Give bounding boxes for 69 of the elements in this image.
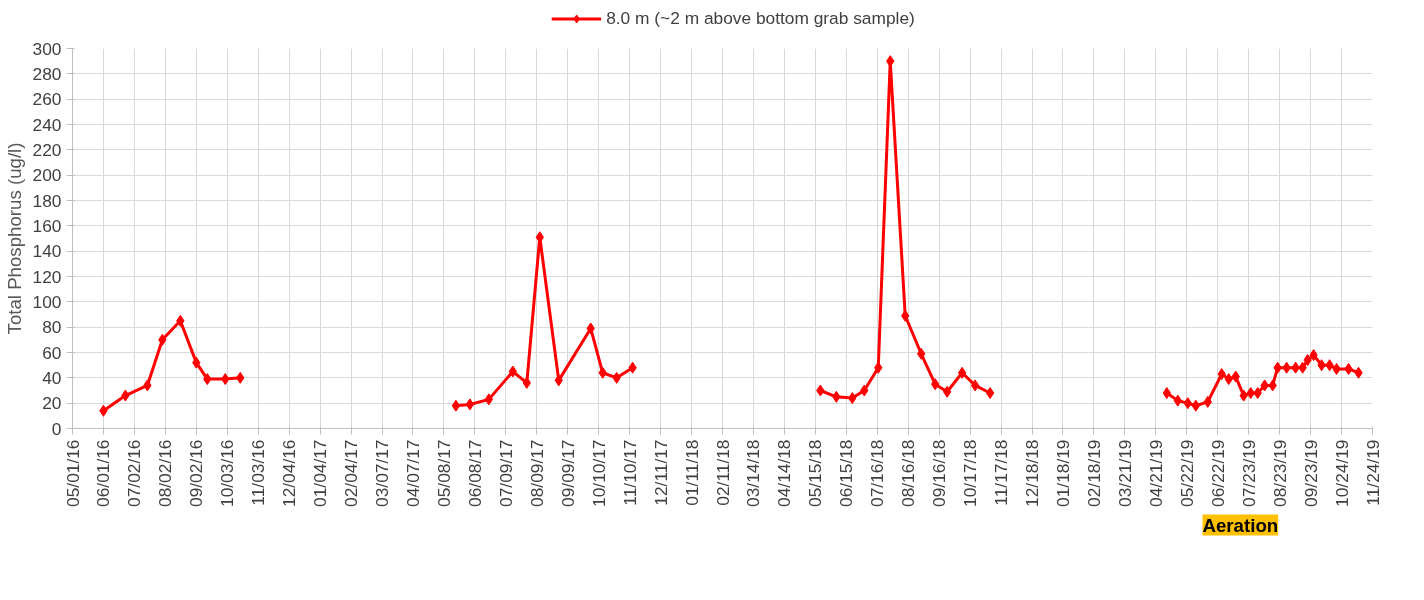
y-tick-label: 260 — [32, 89, 62, 110]
x-tick-label: 06/01/16 — [93, 439, 114, 507]
point — [957, 366, 967, 379]
x-tick-label: 11/10/17 — [619, 439, 640, 506]
y-tick-label: 280 — [32, 63, 62, 84]
x-tick-label: 01/11/18 — [681, 439, 702, 506]
x-tick-label: 05/15/18 — [805, 439, 826, 507]
y-tick-label: 100 — [32, 291, 62, 312]
x-tick-label: 11/03/16 — [248, 439, 269, 506]
y-tick-label: 40 — [42, 367, 62, 388]
point — [465, 398, 475, 411]
x-tick-label: 02/11/18 — [712, 439, 733, 506]
y-tick-label: 60 — [42, 342, 62, 363]
x-tick-label: 09/16/18 — [929, 439, 950, 507]
y-tick-label: 160 — [32, 215, 62, 236]
x-tick-label: 11/17/18 — [991, 439, 1012, 506]
y-tick-label: 120 — [32, 266, 62, 287]
x-tick-label: 01/04/17 — [310, 439, 331, 507]
x-tick-label: 05/22/19 — [1176, 439, 1197, 507]
y-tick-label: 200 — [32, 165, 62, 186]
x-tick-label: 09/23/19 — [1300, 439, 1321, 507]
y-tick-label: 20 — [42, 393, 62, 414]
point — [484, 393, 494, 406]
y-tick-label: 140 — [32, 241, 62, 262]
legend-label: 8.0 m (~2 m above bottom grab sample) — [606, 7, 915, 29]
x-tick-label: 12/11/17 — [650, 439, 671, 506]
y-tick-label: 220 — [32, 139, 62, 160]
x-tick-label: 10/10/17 — [588, 439, 609, 507]
y-axis-title: Total Phosphorus (ug/l) — [3, 142, 25, 335]
x-tick-label: 04/21/19 — [1145, 439, 1166, 507]
y-tick-label: 240 — [32, 114, 62, 135]
point — [942, 385, 952, 398]
y-tick-label: 180 — [32, 190, 62, 211]
x-tick-label: 01/18/19 — [1052, 439, 1073, 507]
x-tick-label: 03/21/19 — [1114, 439, 1135, 507]
x-tick-label: 04/14/18 — [774, 439, 795, 507]
x-tick-label: 03/07/17 — [372, 439, 393, 507]
x-tick-label: 08/23/19 — [1269, 439, 1290, 507]
x-tick-label: 04/07/17 — [402, 439, 423, 507]
x-tick-label: 12/04/16 — [279, 439, 300, 507]
y-tick-label: 0 — [51, 418, 62, 439]
x-tick-label: 09/09/17 — [557, 439, 578, 507]
y-tick-label: 80 — [42, 317, 62, 338]
point — [451, 399, 461, 412]
x-tick-label: 10/03/16 — [217, 439, 238, 507]
x-tick-label: 03/14/18 — [743, 439, 764, 507]
x-tick-label: 06/08/17 — [464, 439, 485, 507]
text: Aeration — [1202, 514, 1279, 536]
point — [985, 387, 995, 400]
y-tick-label: 300 — [32, 38, 62, 59]
x-tick-label: 02/18/19 — [1083, 439, 1104, 507]
x-tick-label: 07/16/18 — [867, 439, 888, 507]
x-tick-label: 07/02/16 — [124, 439, 145, 507]
x-tick-label: 06/22/19 — [1207, 439, 1228, 507]
x-tick-label: 06/15/18 — [836, 439, 857, 507]
x-tick-label: 02/04/17 — [341, 439, 362, 507]
x-tick-label: 10/24/19 — [1331, 439, 1352, 507]
x-tick-label: 10/17/18 — [960, 439, 981, 507]
point — [970, 379, 980, 392]
x-tick-label: 07/23/19 — [1238, 439, 1259, 507]
x-tick-label: 12/18/18 — [1022, 439, 1043, 507]
x-tick-label: 08/02/16 — [155, 439, 176, 507]
x-tick-label: 11/24/19 — [1362, 439, 1383, 506]
x-tick-label: 07/09/17 — [495, 439, 516, 507]
x-tick-label: 09/02/16 — [186, 439, 207, 507]
x-tick-label: 05/01/16 — [62, 439, 83, 507]
x-tick-label: 08/16/18 — [898, 439, 919, 507]
x-tick-label: 08/09/17 — [526, 439, 547, 507]
x-tick-label: 05/08/17 — [433, 439, 454, 507]
